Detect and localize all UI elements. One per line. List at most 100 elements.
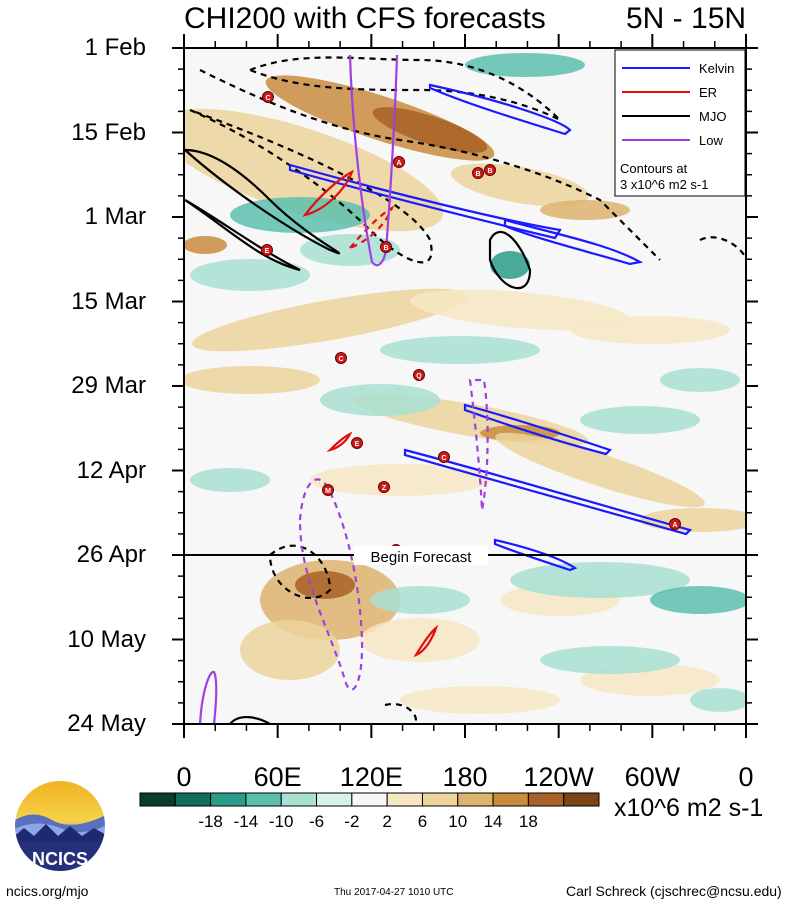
er-contour — [326, 431, 353, 453]
er-contour — [302, 169, 355, 217]
forecast-label-bg — [354, 546, 488, 565]
colorbar-label: 6 — [417, 812, 428, 831]
colorbar-label: -14 — [233, 812, 259, 831]
colorbar-swatch — [421, 792, 459, 807]
field-patch — [580, 406, 700, 434]
low-contour — [348, 54, 399, 267]
storm-label: C — [265, 95, 270, 102]
mjo-contour — [699, 236, 746, 261]
storm-label: A — [672, 522, 677, 529]
storm-symbol — [413, 369, 425, 381]
field-patch — [490, 251, 530, 279]
x-tick-label: 180 — [442, 762, 488, 792]
legend-box — [614, 49, 746, 197]
y-tick-label: 1 Mar — [84, 203, 146, 230]
storm-label: M — [325, 488, 331, 495]
storm-symbol — [262, 91, 274, 103]
low-contour — [298, 478, 364, 691]
field-patch — [190, 259, 310, 291]
axis-ticks — [172, 34, 758, 738]
mjo-contour — [184, 148, 341, 255]
logo-text: NCICS — [32, 849, 88, 869]
colorbar-label: -6 — [308, 812, 325, 831]
y-tick-label: 29 Mar — [71, 372, 146, 399]
colorbar-swatch — [174, 792, 212, 807]
colorbar-swatch — [245, 792, 282, 807]
field-patch — [540, 646, 680, 674]
tropical-cyclone-marker: C — [262, 91, 274, 103]
source-link[interactable]: ncics.org/mjo — [6, 883, 89, 899]
colorbar-label: 2 — [382, 812, 392, 831]
storm-label: E — [265, 248, 270, 255]
legend-label-mjo: MJO — [699, 109, 726, 124]
storm-symbol — [351, 437, 363, 449]
tropical-cyclone-marker: E — [351, 437, 363, 449]
er-contour — [413, 624, 439, 658]
field-patch — [300, 234, 400, 266]
storm-symbol — [378, 481, 390, 493]
chi200-field — [184, 53, 746, 714]
mjo-contour — [184, 199, 301, 272]
colorbar-swatch — [527, 792, 565, 807]
legend-label-kelvin: Kelvin — [699, 61, 734, 76]
colorbar — [139, 792, 600, 807]
storm-label: B — [475, 171, 480, 178]
tropical-cyclone-marker: A — [669, 518, 681, 530]
storm-label: B — [487, 168, 492, 175]
field-patch — [570, 316, 730, 344]
colorbar-swatch — [492, 792, 529, 807]
tropical-cyclone-marker: A — [393, 156, 405, 168]
colorbar-swatch — [351, 792, 388, 807]
field-patch — [190, 468, 270, 492]
field-patch — [465, 53, 585, 77]
field-patch — [184, 108, 444, 232]
storm-symbol — [438, 451, 450, 463]
tropical-cyclone-marker: E — [261, 244, 273, 256]
colorbar-swatch — [210, 792, 247, 807]
mjo-contour — [249, 56, 561, 121]
storm-label: A — [396, 160, 401, 167]
storm-symbol — [669, 518, 681, 530]
field-patch — [360, 618, 480, 662]
storm-label: Z — [382, 485, 387, 492]
colorbar-swatch — [386, 792, 423, 807]
mjo-contour — [229, 716, 271, 724]
x-tick-label: 0 — [176, 762, 192, 792]
field-patch — [295, 571, 355, 599]
y-tick-label: 1 Feb — [84, 34, 146, 61]
tropical-cyclone-marker: Q — [413, 369, 425, 381]
storm-symbol — [380, 241, 392, 253]
kelvin-contour — [463, 403, 613, 456]
field-patch — [240, 620, 340, 680]
storm-label: E — [355, 441, 360, 448]
legend-label-er: ER — [699, 85, 717, 100]
y-tick-label: 12 Apr — [76, 456, 146, 484]
colorbar-swatch — [139, 792, 176, 807]
region-label: 5N - 15N — [626, 2, 747, 35]
field-patch — [380, 336, 540, 364]
storm-symbol — [472, 167, 484, 179]
field-patch — [230, 197, 370, 233]
y-tick-label: 26 Apr — [76, 541, 146, 568]
storm-label: Q — [416, 373, 422, 380]
field-patch — [410, 289, 630, 331]
storm-symbol — [322, 484, 334, 496]
kelvin-contour — [403, 448, 693, 536]
legend-label-low: Low — [699, 133, 723, 148]
low-contour — [198, 670, 218, 724]
field-patch — [184, 366, 320, 394]
storm-symbol — [261, 244, 273, 256]
kelvin-contour — [288, 163, 562, 240]
colorbar-swatch — [316, 792, 353, 807]
x-tick-label: 120W — [523, 762, 594, 792]
kelvin-contour — [503, 218, 644, 266]
tropical-cyclone-marker: C — [335, 352, 347, 364]
colorbar-label: 18 — [518, 812, 538, 831]
legend-note-line2: 3 x10^6 m2 s-1 — [620, 177, 708, 192]
storm-label: C — [441, 455, 446, 462]
tropical-cyclone-marker: M — [322, 484, 334, 496]
chart-title: CHI200 with CFS forecasts — [184, 2, 546, 35]
tropical-cyclone-marker: Z — [378, 481, 390, 493]
colorbar-label: -10 — [268, 812, 294, 831]
